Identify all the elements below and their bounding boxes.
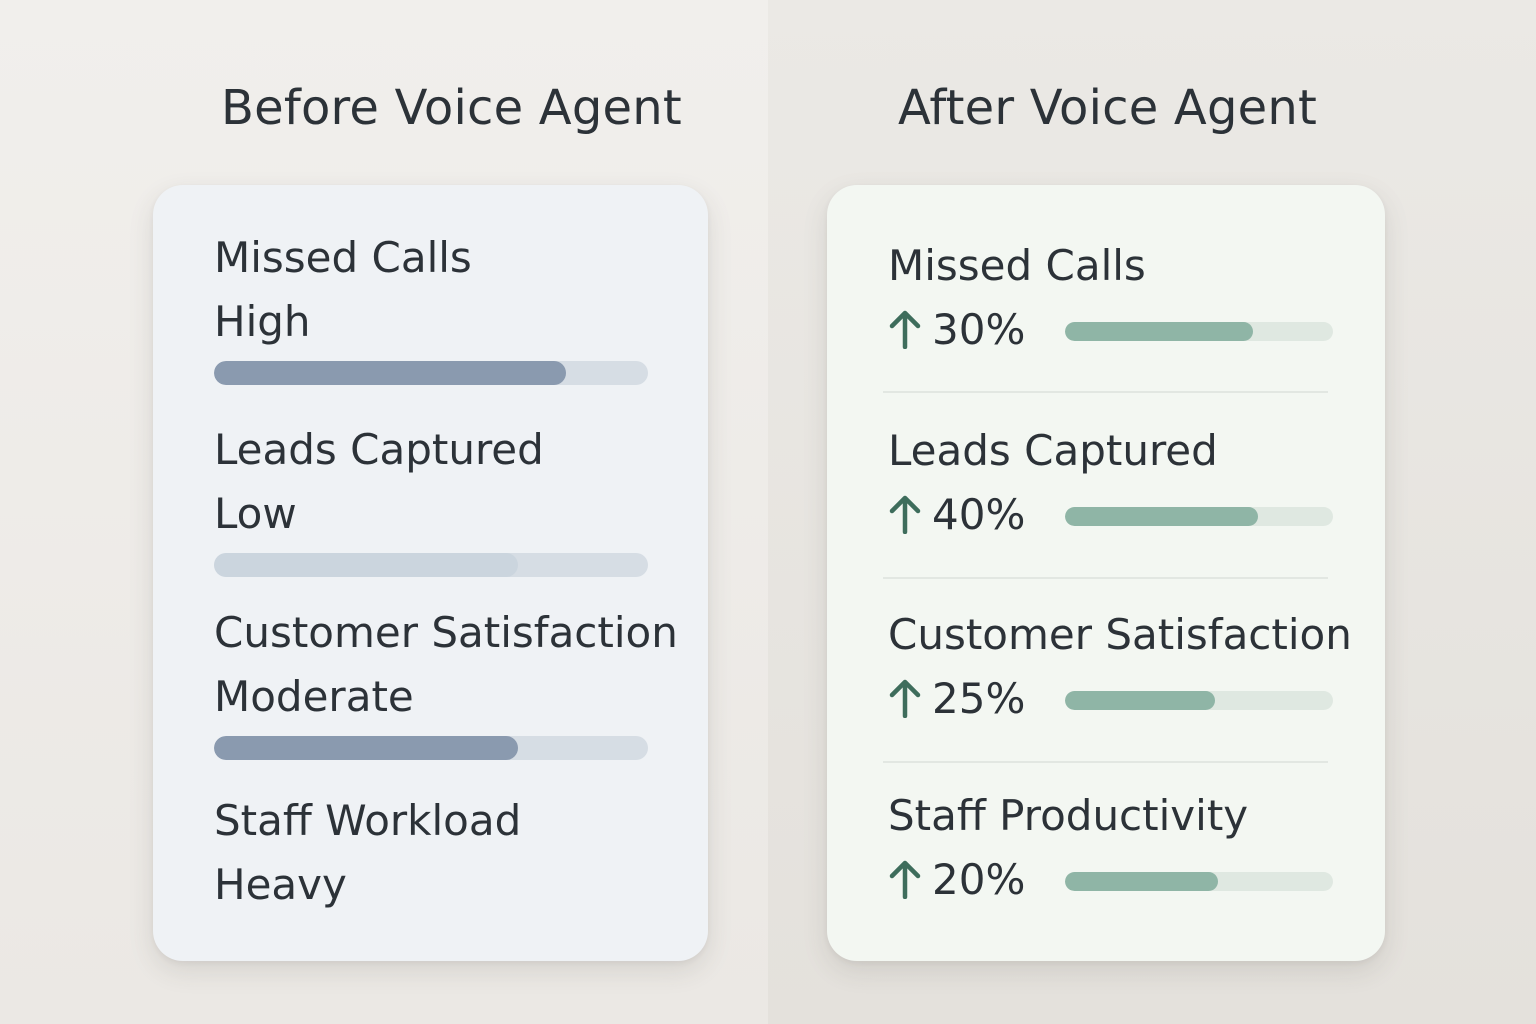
- arrow-up-icon: [889, 860, 921, 899]
- change-bar-fill: [1065, 507, 1258, 526]
- before-metric-customer-satisfaction: Customer Satisfaction Moderate: [214, 608, 678, 760]
- change-row: 30%: [888, 305, 1333, 355]
- change-percent: 25%: [932, 674, 1026, 723]
- after-card: Missed Calls 30% Leads Captured 40%: [827, 185, 1385, 961]
- divider: [883, 577, 1328, 579]
- metric-label: Leads Captured: [888, 426, 1218, 475]
- change-bar-fill: [1065, 872, 1218, 891]
- change-bar: [1065, 507, 1333, 526]
- change-bar: [1065, 691, 1333, 710]
- level-bar: [214, 553, 648, 577]
- arrow-up-icon: [889, 495, 921, 534]
- metric-level: Moderate: [214, 672, 414, 721]
- after-metric-leads-captured: Leads Captured 40%: [888, 426, 1333, 540]
- metric-label: Missed Calls: [214, 233, 472, 282]
- metric-label: Missed Calls: [888, 241, 1146, 290]
- before-card: Missed Calls High Leads Captured Low Cus…: [153, 185, 708, 961]
- change-percent: 40%: [932, 490, 1026, 539]
- change-row: 40%: [888, 490, 1333, 540]
- change-row: 25%: [888, 674, 1352, 724]
- metric-label: Staff Workload: [214, 796, 522, 845]
- metric-label: Leads Captured: [214, 425, 544, 474]
- change-bar: [1065, 322, 1333, 341]
- divider: [883, 391, 1328, 393]
- metric-level: High: [214, 297, 311, 346]
- arrow-up-icon: [889, 310, 921, 349]
- before-metric-missed-calls: Missed Calls High: [214, 233, 648, 385]
- change-row: 20%: [888, 855, 1333, 905]
- metric-label: Customer Satisfaction: [888, 610, 1352, 659]
- after-title: After Voice Agent: [898, 80, 1317, 136]
- level-bar-fill: [214, 553, 518, 577]
- level-bar-fill: [214, 736, 518, 760]
- metric-label: Customer Satisfaction: [214, 608, 678, 657]
- arrow-up-icon: [889, 679, 921, 718]
- change-bar-fill: [1065, 691, 1216, 710]
- level-bar: [214, 361, 648, 385]
- change-bar-fill: [1065, 322, 1253, 341]
- after-metric-missed-calls: Missed Calls 30%: [888, 241, 1333, 355]
- change-percent: 30%: [932, 305, 1026, 354]
- after-metric-customer-satisfaction: Customer Satisfaction 25%: [888, 610, 1352, 724]
- before-title: Before Voice Agent: [221, 80, 682, 136]
- metric-level: Low: [214, 489, 297, 538]
- level-bar: [214, 736, 648, 760]
- change-bar: [1065, 872, 1333, 891]
- metric-label: Staff Productivity: [888, 791, 1249, 840]
- after-metric-staff-productivity: Staff Productivity 20%: [888, 791, 1333, 905]
- change-percent: 20%: [932, 855, 1026, 904]
- before-metric-leads-captured: Leads Captured Low: [214, 425, 648, 577]
- level-bar-fill: [214, 361, 566, 385]
- divider: [883, 761, 1328, 763]
- metric-level: Heavy: [214, 860, 347, 909]
- before-metric-staff-workload: Staff Workload Heavy: [214, 796, 521, 910]
